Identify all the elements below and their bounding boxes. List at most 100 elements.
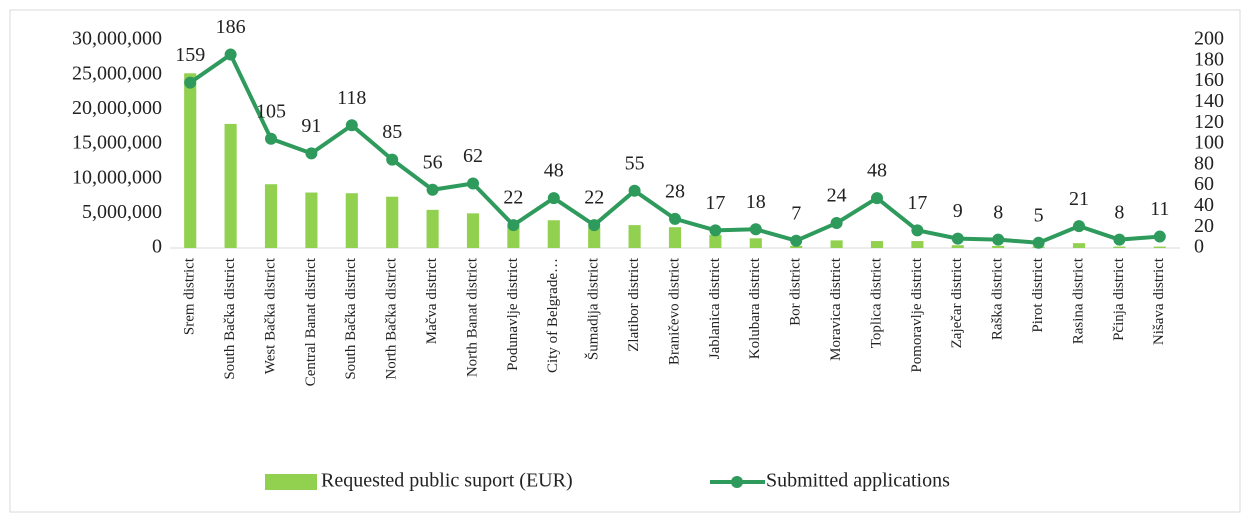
data-label: 62 (463, 145, 483, 167)
line-marker (588, 219, 601, 232)
bar (790, 245, 803, 248)
y2-tick-label: 60 (1194, 173, 1214, 195)
y-tick-label: 5,000,000 (82, 201, 162, 223)
data-label: 17 (705, 192, 725, 214)
x-tick-label: Braničevo district (666, 257, 682, 365)
bar (911, 241, 924, 248)
x-tick-label: Srem district (182, 257, 198, 335)
line-marker (305, 147, 318, 160)
bar (224, 123, 237, 248)
line-marker (749, 223, 762, 236)
data-label: 22 (584, 187, 604, 209)
x-tick-label: Central Banat district (303, 257, 319, 386)
x-tick-label: Moravica district (828, 257, 844, 361)
data-label: 5 (1034, 204, 1044, 226)
line-marker (1032, 236, 1045, 249)
data-label: 11 (1150, 198, 1169, 220)
line-marker (951, 232, 964, 245)
line-marker (830, 217, 843, 230)
line-marker (669, 212, 681, 225)
data-label: 21 (1069, 188, 1089, 210)
line-marker (790, 234, 803, 247)
line-marker (224, 48, 237, 61)
bar (345, 193, 358, 248)
y2-tick-label: 200 (1194, 28, 1224, 50)
bar (426, 209, 439, 248)
data-label: 56 (423, 151, 443, 173)
y-tick-label: 20,000,000 (72, 97, 162, 119)
bar (628, 225, 641, 248)
x-tick-label: Pčinja district (1111, 257, 1127, 341)
x-tick-label: Raška district (990, 257, 1006, 340)
x-tick-label: South Bačka district (222, 257, 238, 379)
legend-label: Requested public suport (EUR) (321, 470, 573, 492)
x-tick-label: Pirot district (1030, 257, 1046, 332)
x-tick-label: Toplica district (868, 257, 884, 348)
x-tick-label: West Bačka district (262, 257, 278, 374)
data-label: 9 (953, 200, 963, 222)
data-label: 48 (867, 160, 887, 182)
line-marker (184, 76, 197, 89)
data-label: 91 (301, 115, 321, 137)
x-tick-label: Šumadija district (585, 257, 602, 360)
x-tick-label: South Bačka district (343, 257, 359, 379)
data-label: 18 (746, 191, 766, 213)
y2-tick-label: 120 (1194, 111, 1224, 133)
x-tick-label: Podunavlje district (505, 257, 521, 371)
bar (1153, 246, 1166, 248)
bar (305, 192, 318, 248)
line-marker (507, 219, 520, 232)
line-marker (628, 184, 641, 197)
y2-tick-label: 20 (1194, 215, 1214, 237)
bar (588, 227, 601, 248)
y-tick-label: 0 (152, 236, 162, 258)
line-marker (265, 132, 277, 145)
x-tick-label: Nišava district (1151, 257, 1167, 345)
line-marker (992, 233, 1005, 246)
x-tick-label: Zlatibor district (626, 257, 642, 352)
y2-tick-label: 40 (1194, 194, 1214, 216)
data-label: 24 (827, 185, 847, 207)
data-label: 28 (665, 180, 685, 202)
line-marker (467, 177, 479, 190)
bar (749, 238, 762, 248)
data-label: 8 (1114, 201, 1124, 223)
x-tick-label: North Banat district (464, 257, 480, 377)
bar (992, 245, 1005, 248)
line-marker (1113, 233, 1126, 246)
x-tick-label: Mačva district (424, 257, 440, 344)
data-label: 85 (382, 121, 402, 143)
line-marker (386, 153, 399, 166)
data-label: 105 (256, 100, 286, 122)
x-tick-label: Zaječar district (949, 257, 965, 348)
y2-tick-label: 180 (1194, 48, 1224, 70)
x-tick-label: Kolubara district (747, 257, 763, 359)
line-marker (1153, 230, 1166, 243)
bar (1113, 246, 1126, 248)
x-tick-label: North Bačka district (384, 257, 400, 379)
bar (1072, 243, 1086, 248)
x-tick-label: Rasina district (1070, 257, 1086, 344)
bar (466, 213, 480, 248)
line-marker (1073, 220, 1085, 233)
line-marker (547, 192, 560, 205)
data-label: 8 (993, 201, 1003, 223)
bar (668, 227, 682, 248)
line-marker (871, 192, 883, 205)
data-label: 159 (175, 44, 205, 66)
legend-swatch (265, 474, 317, 490)
y-tick-label: 30,000,000 (72, 28, 162, 50)
y2-tick-label: 0 (1194, 236, 1204, 258)
bar (184, 73, 197, 248)
line-marker (911, 224, 924, 237)
legend-label: Submitted applications (766, 470, 950, 492)
bar (264, 184, 278, 248)
chart-frame (9, 9, 1241, 513)
legend-marker (731, 476, 743, 488)
y-tick-label: 25,000,000 (72, 62, 162, 84)
bar (951, 245, 964, 248)
y-tick-label: 15,000,000 (72, 132, 162, 154)
line-marker (345, 119, 358, 132)
bar (507, 225, 520, 248)
